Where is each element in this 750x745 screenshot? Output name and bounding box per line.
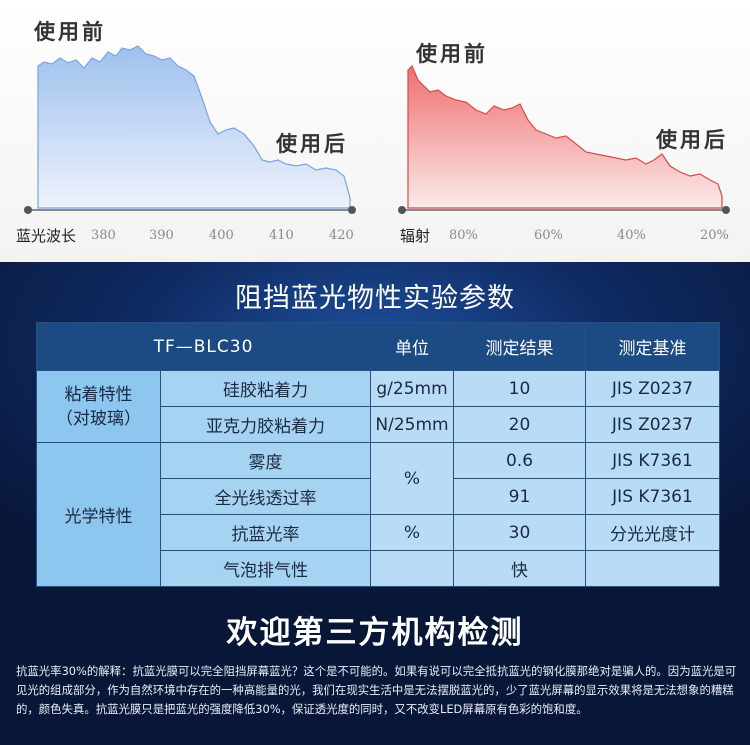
row-item: 全光线透过率 xyxy=(160,478,371,515)
right-axis-start-dot xyxy=(398,206,406,214)
row-result: 20 xyxy=(453,406,586,443)
left-after-label: 使用后 xyxy=(276,131,348,156)
row-standard: JIS K7361 xyxy=(585,478,720,515)
left-tick: 400 xyxy=(209,228,234,243)
left-tick: 420 xyxy=(329,228,354,243)
row-item: 雾度 xyxy=(160,442,371,479)
left-axis-end-dot xyxy=(348,206,356,214)
group-adhesion: 粘着特性 （对玻璃） xyxy=(36,370,161,443)
row-unit: % xyxy=(370,514,454,551)
right-tick: 20% xyxy=(700,228,729,243)
parameters-table: TF—BLC30 单位 测定结果 测定基准 粘着特性 （对玻璃） 硅胶粘着力 g… xyxy=(36,322,720,587)
row-result: 91 xyxy=(453,478,586,515)
row-standard: JIS Z0237 xyxy=(585,406,720,443)
table-row: 粘着特性 （对玻璃） 硅胶粘着力 g/25mm 10 JIS Z0237 xyxy=(36,370,720,443)
row-unit: % xyxy=(370,442,454,515)
parameters-table-wrap: TF—BLC30 单位 测定结果 测定基准 粘着特性 （对玻璃） 硅胶粘着力 g… xyxy=(36,322,720,587)
table-title: 阻挡蓝光物性实验参数 xyxy=(235,283,515,314)
row-item: 抗蓝光率 xyxy=(160,514,371,551)
comparison-charts: 使用前 使用后 使用前 使用后 蓝光波长 380 390 400 410 420… xyxy=(0,0,750,262)
header-standard: 测定基准 xyxy=(585,322,720,371)
radiation-area xyxy=(407,64,723,209)
table-row: 光学特性 雾度 % 0.6 JIS K7361 xyxy=(36,442,720,587)
row-unit: N/25mm xyxy=(370,406,454,443)
row-standard: 分光光度计 xyxy=(585,514,720,551)
row-item: 气泡排气性 xyxy=(160,550,371,587)
table-row: 亚克力胶粘着力 N/25mm 20 JIS Z0237 xyxy=(37,406,720,443)
row-standard: JIS K7361 xyxy=(585,442,720,479)
row-item: 硅胶粘着力 xyxy=(160,370,371,407)
header-unit: 单位 xyxy=(370,322,454,371)
right-axis-end-dot xyxy=(722,206,730,214)
charts-svg xyxy=(24,45,730,214)
group-optical: 光学特性 xyxy=(36,442,161,587)
row-item: 亚克力胶粘着力 xyxy=(160,406,371,443)
table-row: 全光线透过率 91 JIS K7361 xyxy=(37,478,720,515)
table-row: 气泡排气性 快 xyxy=(37,550,720,587)
left-axis-unit: 蓝光波长 xyxy=(16,227,77,245)
left-before-label: 使用前 xyxy=(34,19,106,44)
left-tick: 390 xyxy=(149,228,174,243)
header-product: TF—BLC30 xyxy=(36,322,371,371)
parameters-section: 阻挡蓝光物性实验参数 TF—BLC30 单位 测定结果 测定基准 粘着特性 （对… xyxy=(0,262,750,745)
left-tick: 410 xyxy=(269,228,294,243)
right-before-label: 使用前 xyxy=(416,41,488,66)
right-tick: 40% xyxy=(617,228,646,243)
header-result: 测定结果 xyxy=(453,322,586,371)
table-header-row: TF—BLC30 单位 测定结果 测定基准 xyxy=(36,322,720,371)
row-result: 10 xyxy=(453,370,586,407)
right-tick: 60% xyxy=(534,228,563,243)
explanation-note: 抗蓝光率30%的解释：抗蓝光膜可以完全阻挡屏幕蓝光？这个是不可能的。如果有说可以… xyxy=(16,664,737,716)
left-axis-start-dot xyxy=(24,206,32,214)
row-unit xyxy=(370,550,454,587)
row-standard xyxy=(585,550,720,587)
row-result: 快 xyxy=(453,550,586,587)
welcome-heading: 欢迎第三方机构检测 xyxy=(226,615,524,651)
right-after-label: 使用后 xyxy=(656,127,728,152)
right-tick: 80% xyxy=(449,228,478,243)
table-row: 抗蓝光率 % 30 分光光度计 xyxy=(37,514,720,551)
right-axis-unit: 辐射 xyxy=(400,227,431,245)
row-unit: g/25mm xyxy=(370,370,454,407)
row-result: 0.6 xyxy=(453,442,586,479)
blue-light-area xyxy=(37,45,351,209)
row-result: 30 xyxy=(453,514,586,551)
left-tick: 380 xyxy=(91,228,116,243)
row-standard: JIS Z0237 xyxy=(585,370,720,407)
